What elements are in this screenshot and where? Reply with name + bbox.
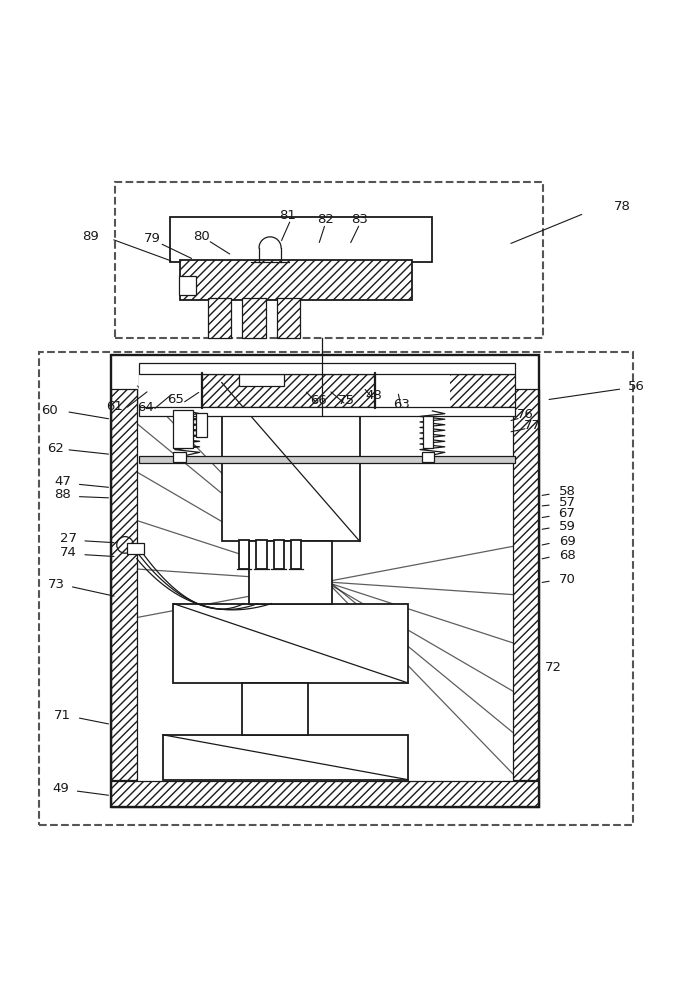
Bar [291, 540, 301, 569]
Bar [243, 298, 266, 338]
Bar [127, 543, 145, 554]
Text: 63: 63 [393, 398, 410, 411]
Text: 82: 82 [317, 213, 333, 226]
Text: 27: 27 [60, 532, 77, 545]
Text: 58: 58 [559, 485, 575, 498]
Text: 78: 78 [614, 200, 630, 213]
Text: 88: 88 [55, 488, 71, 501]
Bar [139, 407, 515, 416]
Bar [111, 781, 540, 807]
Text: 75: 75 [338, 394, 354, 407]
Bar [201, 372, 203, 408]
Bar [111, 389, 138, 780]
Bar [163, 735, 408, 780]
Text: 60: 60 [41, 404, 57, 417]
Bar [239, 374, 284, 386]
Bar [239, 540, 250, 569]
Bar [173, 452, 186, 462]
Bar [423, 416, 433, 448]
Text: 48: 48 [366, 389, 382, 402]
Bar [180, 260, 412, 300]
Bar [422, 452, 435, 462]
Text: 62: 62 [48, 442, 64, 455]
Bar [222, 383, 360, 541]
Bar [170, 217, 433, 262]
Bar [243, 683, 308, 735]
Text: 68: 68 [559, 549, 575, 562]
Text: 74: 74 [60, 546, 77, 559]
Bar [139, 374, 203, 407]
Text: 69: 69 [559, 535, 575, 548]
Bar [273, 540, 284, 569]
Text: 77: 77 [524, 419, 541, 432]
Text: 73: 73 [48, 578, 64, 591]
Bar [513, 389, 540, 780]
Text: 76: 76 [517, 408, 534, 421]
Bar [250, 541, 332, 604]
Bar [139, 374, 515, 407]
Text: 66: 66 [310, 394, 327, 407]
Text: 89: 89 [82, 230, 99, 243]
Text: 64: 64 [138, 401, 154, 414]
Bar [179, 276, 196, 295]
Text: 72: 72 [545, 661, 562, 674]
Text: 81: 81 [279, 209, 296, 222]
Bar [173, 604, 408, 683]
Text: 80: 80 [193, 230, 210, 243]
Bar [173, 410, 193, 448]
Bar [257, 540, 266, 569]
Bar [38, 352, 633, 825]
Text: 79: 79 [144, 232, 161, 245]
Text: 47: 47 [55, 475, 71, 488]
Text: 56: 56 [628, 380, 644, 393]
Bar [277, 298, 301, 338]
Text: 83: 83 [352, 213, 368, 226]
Text: 71: 71 [55, 709, 71, 722]
Bar [139, 456, 515, 463]
Text: 57: 57 [559, 496, 575, 509]
Text: 61: 61 [106, 400, 123, 413]
Bar [111, 355, 540, 807]
Bar [196, 413, 206, 437]
Bar [208, 298, 231, 338]
Text: 59: 59 [559, 520, 575, 533]
Text: 67: 67 [559, 507, 575, 520]
Text: 49: 49 [52, 782, 69, 795]
Bar [374, 374, 449, 407]
Bar [139, 363, 515, 374]
Bar [115, 182, 543, 338]
Bar [374, 372, 375, 408]
Text: 65: 65 [167, 393, 184, 406]
Text: 70: 70 [559, 573, 575, 586]
